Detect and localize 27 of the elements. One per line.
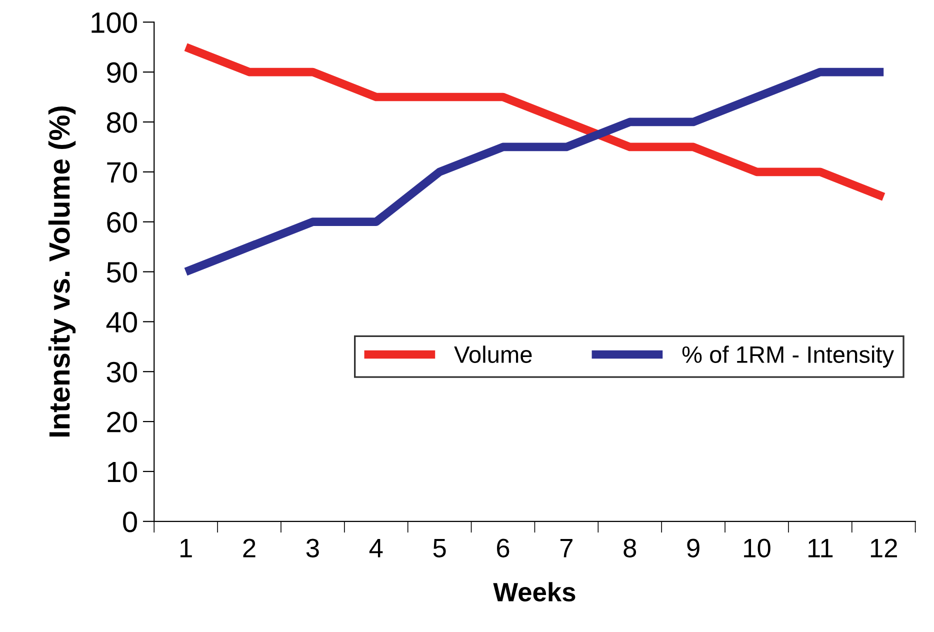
y-tick-label: 10: [108, 462, 137, 482]
x-tick-label: 9: [687, 538, 700, 558]
x-tick-label: 6: [497, 538, 510, 558]
x-tick-label: 12: [870, 538, 897, 558]
y-tick-label: 0: [123, 512, 137, 532]
y-tick-label: 80: [106, 112, 137, 133]
legend-label: Volume: [454, 346, 532, 363]
x-axis-title: Weeks: [493, 582, 576, 602]
x-tick-label: 2: [243, 538, 256, 558]
y-tick-label: 70: [107, 162, 137, 183]
y-tick-label: 90: [107, 62, 137, 83]
y-tick-label: 40: [106, 312, 137, 333]
y-tick-label: 100: [92, 12, 137, 33]
y-tick-label: 50: [106, 262, 137, 283]
x-tick-label: 7: [560, 539, 572, 558]
y-axis-title: Intensity vs. Volume (%): [48, 106, 76, 436]
y-tick-label: 20: [107, 412, 137, 432]
legend-label: % of 1RM - Intensity: [682, 346, 894, 368]
x-tick-label: 11: [808, 539, 833, 558]
y-tick-label: 60: [107, 212, 137, 233]
x-tick-label: 10: [744, 538, 770, 558]
y-tick-label: 30: [106, 362, 137, 382]
x-tick-label: 5: [433, 539, 446, 558]
x-tick-label: 8: [624, 538, 636, 558]
x-tick-label: 3: [306, 538, 319, 558]
x-tick-label: 1: [180, 539, 192, 558]
x-tick-label: 4: [369, 539, 383, 558]
